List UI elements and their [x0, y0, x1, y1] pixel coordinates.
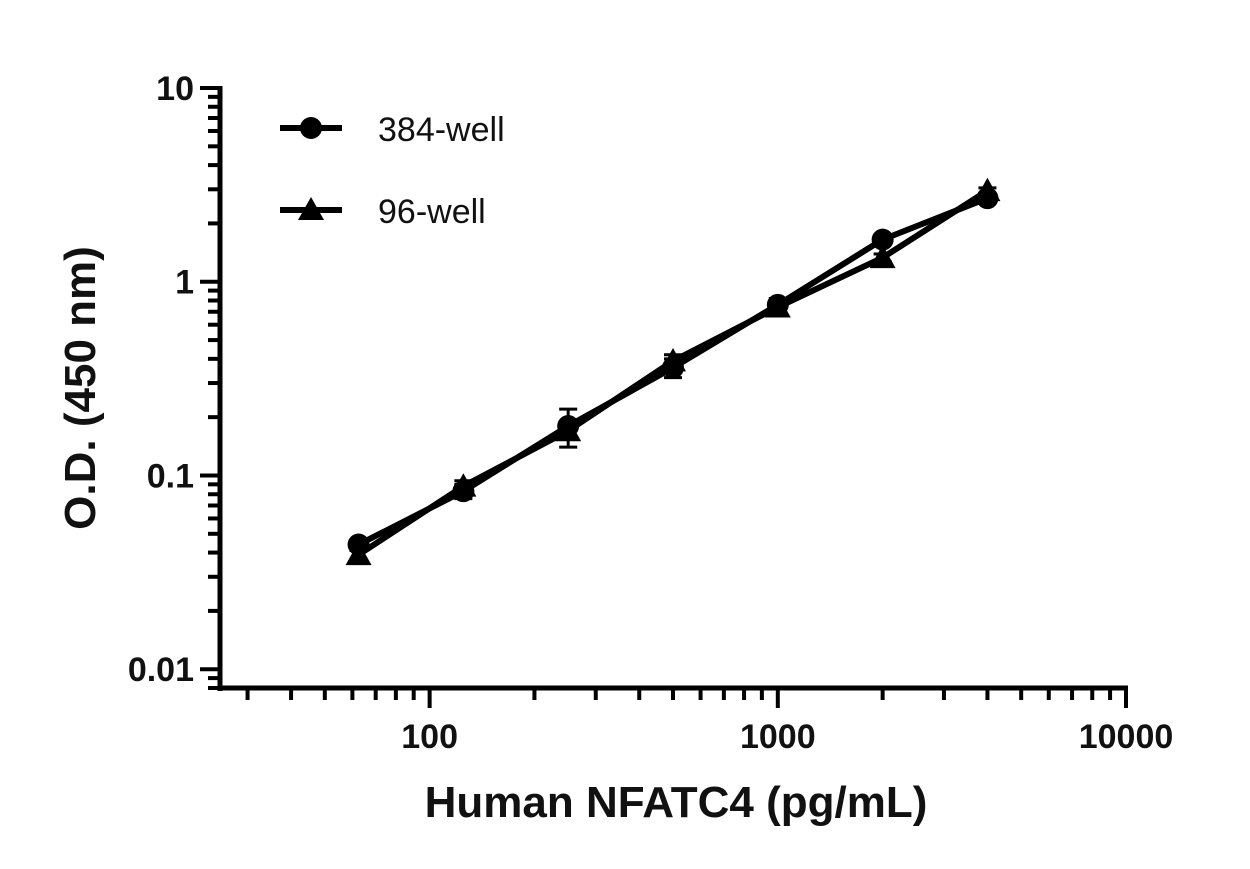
data-series [345, 177, 1001, 566]
data-point-triangle [345, 541, 372, 566]
data-point-triangle [450, 473, 477, 497]
triangle-marker-icon [298, 197, 324, 220]
legend-item-96-well: 96-well [280, 193, 486, 231]
x-tick-label: 100 [401, 718, 458, 756]
y-tick-label: 0.1 [147, 457, 194, 495]
data-point-triangle [555, 417, 582, 442]
data-point-circle [871, 228, 894, 251]
axes: 100 1000 10000 0.01 0.1 1 10 [128, 70, 1173, 756]
data-point-triangle [764, 294, 791, 318]
series-96-well [345, 177, 1001, 566]
y-axis-title: O.D. (450 nm) [56, 246, 105, 530]
legend-label-384-well: 384-well [378, 111, 505, 149]
y-tick-label: 1 [175, 264, 194, 302]
y-tick-label: 0.01 [128, 651, 194, 689]
circle-marker-icon [300, 117, 322, 139]
legend-label-96-well: 96-well [378, 193, 486, 231]
x-tick-label: 1000 [740, 718, 816, 756]
data-point-triangle [869, 244, 896, 269]
y-tick-label: 10 [156, 70, 194, 108]
x-tick-label: 10000 [1079, 718, 1174, 756]
data-point-triangle [660, 347, 686, 372]
x-axis-title: Human NFATC4 (pg/mL) [425, 778, 928, 827]
legend-item-384-well: 384-well [280, 111, 505, 149]
legend: 384-well 96-well [280, 111, 505, 231]
data-point-triangle [974, 177, 1001, 202]
